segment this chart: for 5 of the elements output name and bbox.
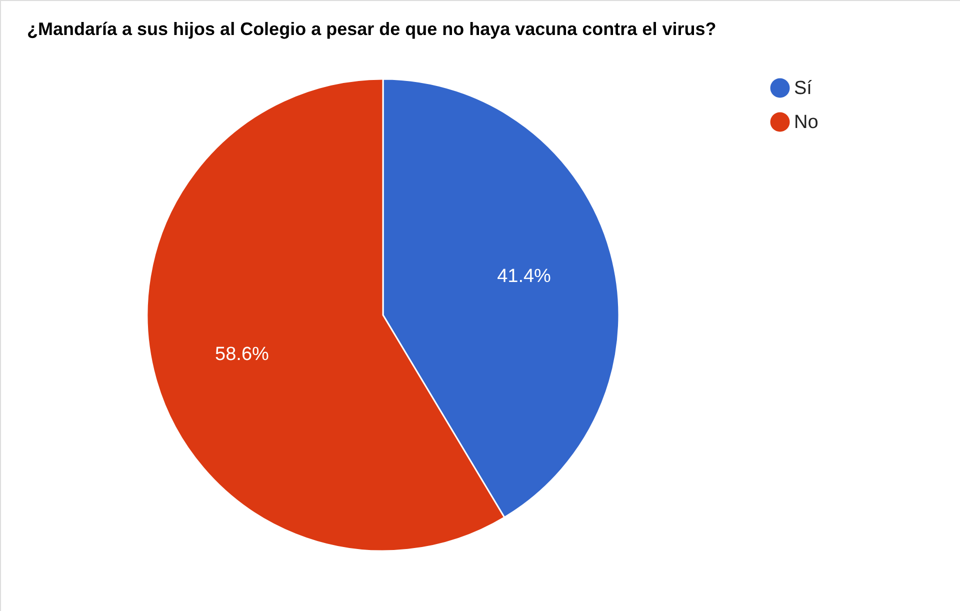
data-label: 58.6% [215, 344, 270, 366]
chart-title: ¿Mandaría a sus hijos al Colegio a pesar de que no haya vacuna contra el virus? [27, 19, 716, 39]
legend-label: No [794, 112, 818, 133]
legend-label: Sí [794, 78, 813, 99]
data-label: 41.4% [497, 266, 552, 287]
